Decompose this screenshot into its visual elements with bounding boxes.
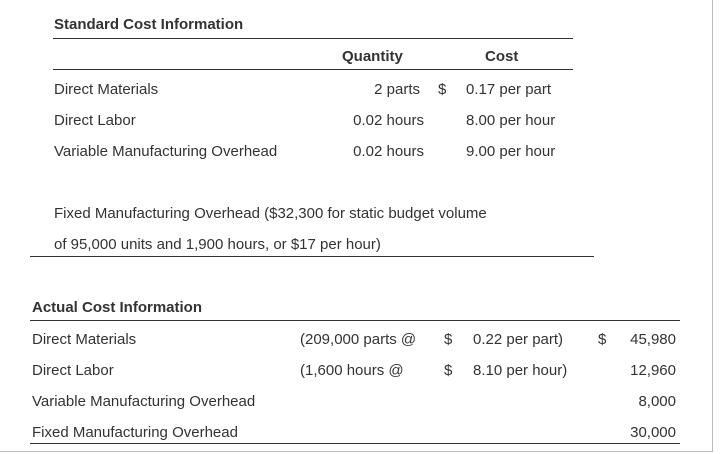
standard-header-rule: [53, 69, 573, 70]
actual-row-label: Fixed Manufacturing Overhead: [32, 424, 238, 441]
actual-row-total: 45,980: [630, 331, 676, 348]
standard-section-bottom-rule: [30, 256, 594, 257]
actual-row-label: Direct Materials: [32, 331, 137, 348]
standard-row-cost: 9.00 per hour: [466, 143, 556, 160]
fixed-overhead-note-line1: Fixed Manufacturing Overhead ($32,300 fo…: [54, 205, 487, 222]
standard-row-quantity: 2 parts: [374, 81, 420, 98]
standard-cost-title: Standard Cost Information: [54, 16, 244, 33]
actual-title-rule: [30, 320, 680, 321]
standard-row-cost: 8.00 per hour: [466, 112, 556, 129]
actual-row-label: Direct Labor: [32, 362, 114, 379]
actual-row-quantity: (209,000 parts @: [300, 331, 417, 348]
actual-cost-title: Actual Cost Information: [32, 299, 203, 316]
standard-row-label: Variable Manufacturing Overhead: [54, 143, 278, 160]
quantity-column-header: Quantity: [342, 48, 403, 65]
actual-row-total-dollar: $: [598, 331, 607, 348]
actual-row-rate: 8.10 per hour): [473, 362, 568, 379]
actual-row-rate: 0.22 per part): [473, 331, 564, 348]
standard-row-label: Direct Labor: [54, 112, 136, 129]
actual-row-label: Variable Manufacturing Overhead: [32, 393, 256, 410]
standard-row-cost: 0.17 per part: [466, 81, 552, 98]
cost-column-header: Cost: [485, 48, 519, 65]
actual-row-quantity: (1,600 hours @: [300, 362, 404, 379]
actual-row-dollar: $: [444, 331, 453, 348]
actual-row-dollar: $: [444, 362, 453, 379]
standard-row-quantity: 0.02 hours: [353, 143, 424, 160]
actual-section-bottom-rule: [30, 443, 680, 444]
standard-title-rule: [53, 38, 573, 39]
standard-row-label: Direct Materials: [54, 81, 159, 98]
standard-row-quantity: 0.02 hours: [353, 112, 424, 129]
actual-row-total: 12,960: [630, 362, 676, 379]
standard-row-dollar: $: [438, 81, 447, 98]
actual-row-total: 30,000: [630, 424, 676, 441]
actual-row-total: 8,000: [638, 393, 676, 410]
fixed-overhead-note-line2: of 95,000 units and 1,900 hours, or $17 …: [54, 236, 381, 253]
